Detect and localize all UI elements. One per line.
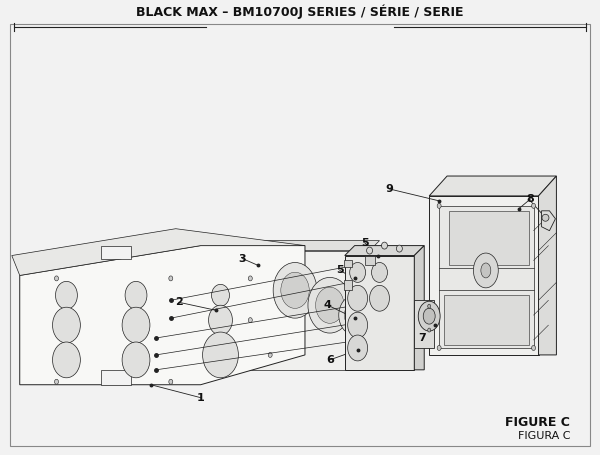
Ellipse shape [418, 301, 440, 331]
Polygon shape [539, 176, 556, 355]
Ellipse shape [428, 304, 431, 308]
Text: 5: 5 [336, 265, 344, 275]
Ellipse shape [542, 214, 549, 221]
Text: 4: 4 [324, 300, 332, 310]
Ellipse shape [423, 308, 435, 324]
Polygon shape [542, 211, 556, 231]
Text: FIGURA C: FIGURA C [518, 431, 571, 441]
Text: 9: 9 [386, 184, 394, 194]
Ellipse shape [169, 276, 173, 281]
Polygon shape [414, 246, 424, 370]
Ellipse shape [481, 263, 491, 278]
Ellipse shape [122, 342, 150, 378]
Polygon shape [429, 196, 539, 355]
Ellipse shape [437, 203, 441, 208]
Ellipse shape [212, 284, 229, 306]
Ellipse shape [125, 281, 147, 309]
Bar [365, 256, 374, 265]
Ellipse shape [281, 272, 309, 308]
Ellipse shape [532, 345, 536, 350]
Text: 8: 8 [527, 194, 535, 204]
Text: 5: 5 [361, 238, 368, 248]
Ellipse shape [209, 305, 232, 335]
Polygon shape [211, 241, 380, 251]
Ellipse shape [532, 203, 536, 208]
Ellipse shape [473, 253, 498, 288]
Ellipse shape [122, 307, 150, 343]
Bar [344, 280, 352, 290]
Ellipse shape [248, 318, 252, 323]
Polygon shape [101, 370, 131, 385]
Ellipse shape [53, 342, 80, 378]
Polygon shape [345, 246, 424, 256]
Ellipse shape [268, 353, 272, 358]
Ellipse shape [273, 263, 317, 318]
Ellipse shape [316, 287, 344, 324]
Ellipse shape [437, 345, 441, 350]
Text: 1: 1 [197, 393, 205, 403]
Text: 7: 7 [418, 333, 426, 343]
Ellipse shape [56, 281, 77, 309]
Polygon shape [439, 206, 533, 348]
Polygon shape [211, 251, 370, 370]
Ellipse shape [428, 328, 431, 332]
Ellipse shape [348, 312, 368, 338]
Text: 2: 2 [175, 297, 182, 307]
Ellipse shape [350, 263, 365, 283]
Bar [344, 259, 352, 268]
Ellipse shape [169, 379, 173, 384]
Ellipse shape [55, 379, 58, 384]
Polygon shape [101, 246, 131, 258]
Ellipse shape [203, 332, 238, 378]
Polygon shape [449, 211, 529, 265]
Polygon shape [345, 256, 414, 370]
Ellipse shape [344, 302, 365, 328]
Ellipse shape [55, 276, 58, 281]
Text: 6: 6 [326, 355, 334, 365]
Text: FIGURE C: FIGURE C [505, 416, 571, 429]
Ellipse shape [339, 295, 371, 335]
Ellipse shape [348, 285, 368, 311]
Polygon shape [444, 295, 529, 345]
Ellipse shape [348, 335, 368, 361]
Ellipse shape [53, 307, 80, 343]
Ellipse shape [308, 278, 352, 333]
Ellipse shape [382, 242, 388, 249]
Ellipse shape [367, 247, 373, 254]
Ellipse shape [371, 263, 388, 283]
Text: BLACK MAX – BM10700J SERIES / SÉRIE / SERIE: BLACK MAX – BM10700J SERIES / SÉRIE / SE… [136, 5, 464, 19]
Polygon shape [414, 300, 434, 348]
Ellipse shape [248, 276, 252, 281]
Ellipse shape [397, 245, 403, 252]
Polygon shape [429, 176, 556, 196]
Polygon shape [12, 229, 305, 275]
Polygon shape [20, 246, 305, 385]
Text: 3: 3 [239, 253, 246, 263]
Ellipse shape [370, 285, 389, 311]
